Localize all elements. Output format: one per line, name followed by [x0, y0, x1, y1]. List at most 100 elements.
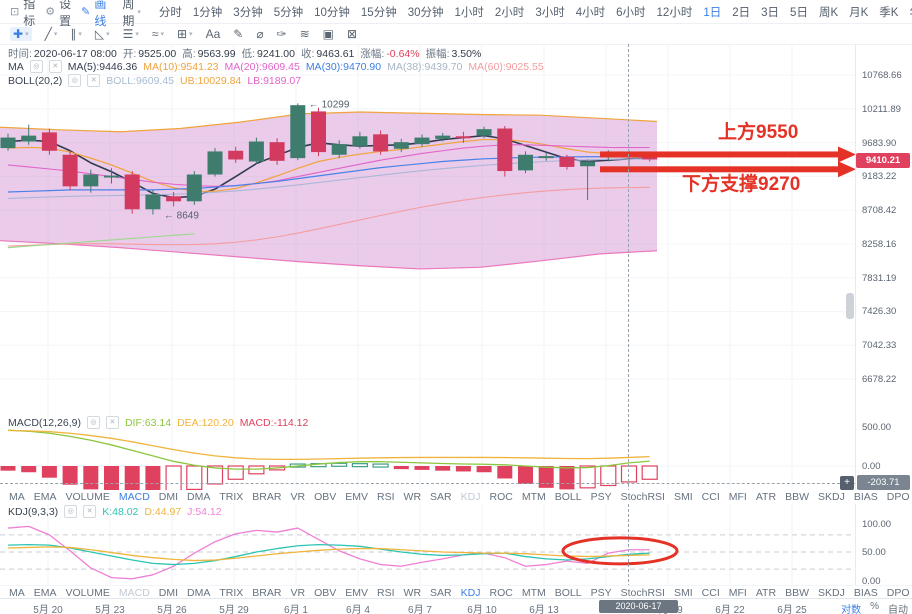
visibility-toggle-icon[interactable]: ◎ — [86, 416, 100, 429]
log-scale-toggle[interactable]: 对数 — [841, 605, 862, 614]
tab-VR[interactable]: VR — [290, 586, 306, 599]
tab-DMI[interactable]: DMI — [158, 491, 179, 503]
percent-scale-toggle[interactable]: % — [870, 601, 879, 612]
tab-KDJ[interactable]: KDJ — [460, 491, 481, 503]
kdj-pane[interactable]: KDJ(9,3,3) ◎ ✕ K:48.02 D:44.97 J:54.12 — [0, 504, 912, 585]
close-indicator-icon[interactable]: ✕ — [105, 416, 119, 429]
period-2日[interactable]: 2日 — [732, 6, 751, 19]
tab-OBV[interactable]: OBV — [314, 491, 337, 503]
period-30分钟[interactable]: 30分钟 — [407, 6, 444, 19]
visibility-toggle-icon[interactable]: ◎ — [68, 74, 82, 87]
tab-ROC[interactable]: ROC — [489, 491, 513, 503]
trendline-tool[interactable]: ╱ ▾ — [45, 27, 58, 41]
measure-tool[interactable]: ≋ — [300, 27, 310, 41]
highlighter-tool[interactable]: ✎ — [233, 27, 243, 41]
tab-MTM[interactable]: MTM — [521, 586, 546, 599]
pane-scroll-handle[interactable] — [846, 293, 854, 319]
crosshair-tool[interactable]: ✚ ▾ — [10, 26, 32, 41]
draw-line-button[interactable]: ✎ 画线 — [81, 0, 106, 29]
period-3分钟[interactable]: 3分钟 — [233, 6, 263, 19]
tab-BIAS[interactable]: BIAS — [853, 491, 878, 503]
tab-MA[interactable]: MA — [9, 586, 25, 599]
kdj-chart[interactable] — [0, 504, 912, 585]
period-分时[interactable]: 分时 — [158, 6, 182, 19]
period-5日[interactable]: 5日 — [790, 6, 808, 19]
period-12小时[interactable]: 12小时 — [656, 6, 693, 19]
period-5分钟[interactable]: 5分钟 — [273, 6, 304, 19]
period-4小时[interactable]: 4小时 — [575, 6, 606, 19]
tab-DMA[interactable]: DMA — [187, 586, 211, 599]
tab-BOLL[interactable]: BOLL — [554, 491, 582, 503]
period-3小时[interactable]: 3小时 — [535, 6, 565, 19]
tab-SAR[interactable]: SAR — [430, 586, 452, 599]
tab-VOLUME[interactable]: VOLUME — [65, 586, 110, 599]
tab-CCI[interactable]: CCI — [701, 586, 720, 599]
settings-button[interactable]: ⚙ 设置 — [45, 0, 71, 29]
tab-BOLL[interactable]: BOLL — [554, 586, 582, 599]
tab-EMV[interactable]: EMV — [345, 491, 369, 503]
visibility-toggle-icon[interactable]: ◎ — [64, 505, 78, 518]
tab-PSY[interactable]: PSY — [590, 491, 612, 503]
parallel-lines-tool[interactable]: ∥ ▾ — [70, 27, 82, 41]
tab-TRIX[interactable]: TRIX — [219, 491, 244, 503]
tab-KDJ[interactable]: KDJ — [460, 586, 481, 599]
tab-DMI[interactable]: DMI — [158, 586, 179, 599]
tab-CCI[interactable]: CCI — [701, 491, 720, 503]
close-indicator-icon[interactable]: ✕ — [87, 74, 101, 87]
indicator-button[interactable]: ⊡ 指标 — [10, 0, 35, 29]
tab-ATR[interactable]: ATR — [755, 491, 777, 503]
main-chart-pane[interactable]: ← 10299 ← 8649 上方9550 下方支撑9270 时间: 2020-06-1… — [0, 44, 912, 415]
tab-VR[interactable]: VR — [290, 491, 306, 503]
tab-MA[interactable]: MA — [9, 491, 25, 503]
wave-tool[interactable]: ≈ ▾ — [152, 27, 164, 41]
period-周K[interactable]: 周K — [818, 6, 839, 19]
tab-EMA[interactable]: EMA — [33, 586, 57, 599]
period-dropdown[interactable]: 周期 ▾ — [122, 0, 141, 29]
period-1小时[interactable]: 1小时 — [454, 6, 484, 19]
period-月K[interactable]: 月K — [849, 6, 869, 19]
tab-DPO[interactable]: DPO — [886, 586, 910, 599]
tab-VOLUME[interactable]: VOLUME — [65, 491, 110, 503]
period-10分钟[interactable]: 10分钟 — [314, 6, 350, 19]
tab-SMI[interactable]: SMI — [673, 491, 693, 503]
tab-SMI[interactable]: SMI — [673, 586, 693, 599]
tab-SKDJ[interactable]: SKDJ — [817, 586, 845, 599]
tab-BIAS[interactable]: BIAS — [853, 586, 878, 599]
tab-EMA[interactable]: EMA — [33, 491, 57, 503]
close-indicator-icon[interactable]: ✕ — [48, 60, 62, 73]
tab-DPO[interactable]: DPO — [886, 491, 910, 503]
auto-scale-toggle[interactable]: 自动 — [888, 605, 908, 614]
tab-TRIX[interactable]: TRIX — [219, 586, 244, 599]
horizontal-line-tool[interactable]: ☰ ▾ — [123, 27, 139, 41]
angle-tool[interactable]: ◺ ▾ — [95, 27, 110, 41]
period-15分钟[interactable]: 15分钟 — [360, 6, 397, 19]
close-indicator-icon[interactable]: ✕ — [83, 505, 97, 518]
text-tool[interactable]: Aa — [206, 27, 221, 41]
tab-RSI[interactable]: RSI — [377, 586, 395, 599]
tab-ROC[interactable]: ROC — [489, 586, 513, 599]
gann-grid-tool[interactable]: ⊞ ▾ — [177, 27, 193, 41]
tab-MFI[interactable]: MFI — [728, 586, 747, 599]
date-axis[interactable]: 2020-06-17 08:00:00 对数% 自动 5月 20 5月 23 5月 2… — [0, 598, 912, 614]
tab-SKDJ[interactable]: SKDJ — [817, 491, 845, 503]
tab-BBW[interactable]: BBW — [785, 586, 809, 599]
period-年K[interactable]: 年K — [909, 4, 912, 20]
delete-tool[interactable]: ⊠ — [347, 27, 357, 41]
tab-WR[interactable]: WR — [403, 491, 422, 503]
tab-SAR[interactable]: SAR — [430, 491, 452, 503]
tab-MACD[interactable]: MACD — [118, 586, 150, 599]
tab-BRAR[interactable]: BRAR — [252, 491, 282, 503]
tab-BRAR[interactable]: BRAR — [252, 586, 282, 599]
tab-MTM[interactable]: MTM — [521, 491, 546, 503]
period-3日[interactable]: 3日 — [761, 6, 780, 19]
eraser-tool[interactable]: ⌀ — [256, 27, 263, 41]
period-2小时[interactable]: 2小时 — [494, 6, 525, 19]
tab-RSI[interactable]: RSI — [377, 491, 395, 503]
add-indicator-button[interactable]: + — [840, 476, 854, 490]
tab-DMA[interactable]: DMA — [187, 491, 211, 503]
period-1分钟[interactable]: 1分钟 — [192, 6, 223, 19]
tab-OBV[interactable]: OBV — [314, 586, 337, 599]
visibility-toggle-icon[interactable]: ◎ — [29, 60, 43, 73]
period-1日[interactable]: 1日 — [703, 6, 722, 19]
tab-StochRSI[interactable]: StochRSI — [620, 491, 665, 503]
